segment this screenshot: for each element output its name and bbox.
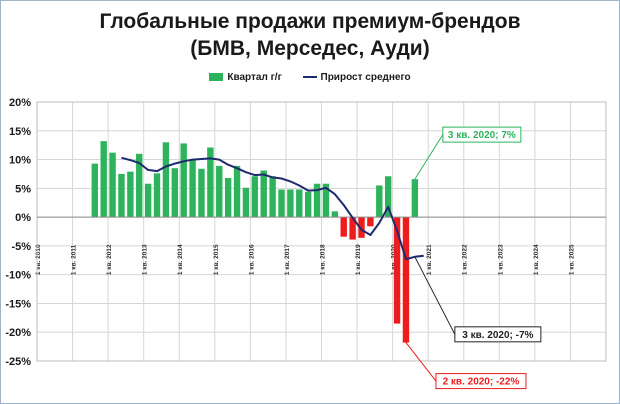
y-tick-label: -20% xyxy=(5,327,31,339)
legend-item-bars: Квартал г/г xyxy=(209,72,282,83)
chart-title: Глобальные продажи премиум-брендов (БМВ,… xyxy=(0,8,620,62)
bar xyxy=(331,211,339,218)
legend-line-swatch xyxy=(302,76,317,79)
x-tick-label: 1 кв. 2010 xyxy=(35,244,42,275)
x-tick-label: 1 кв. 2011 xyxy=(71,244,78,275)
x-tick-label: 1 кв. 2013 xyxy=(142,244,149,275)
x-tick-label: 1 кв. 2018 xyxy=(320,244,327,275)
x-tick-label: 1 кв. 2024 xyxy=(533,244,540,275)
bar xyxy=(393,217,401,324)
bar xyxy=(198,168,205,218)
annotation-box xyxy=(454,326,542,343)
bar xyxy=(260,170,267,218)
x-tick-label: 1 кв. 2025 xyxy=(568,244,575,275)
bar xyxy=(402,217,410,343)
x-tick-label: 1 кв. 2023 xyxy=(497,244,504,275)
bar xyxy=(376,185,383,218)
bar xyxy=(153,173,161,218)
chart-title-line-2: (БМВ, Мерседес, Ауди) xyxy=(190,37,430,60)
bar xyxy=(171,168,179,218)
bar xyxy=(233,165,241,218)
y-tick-label: 5% xyxy=(15,183,31,195)
chart-title-line-1: Глобальные продажи премиум-брендов xyxy=(99,10,521,33)
x-tick-label: 1 кв. 2022 xyxy=(462,244,469,275)
x-tick-label: 1 кв. 2012 xyxy=(106,244,113,275)
bar xyxy=(180,143,187,218)
bar xyxy=(109,152,116,218)
annotation-label: 3 кв. 2020; -7% xyxy=(462,330,533,341)
bar xyxy=(269,176,276,218)
legend-bar-swatch xyxy=(209,73,224,82)
bar xyxy=(384,176,392,218)
annotation-box xyxy=(442,126,522,143)
bar xyxy=(304,191,312,218)
y-tick-label: -5% xyxy=(11,241,31,253)
y-tick-label: 0% xyxy=(15,212,31,224)
bar xyxy=(118,173,125,218)
x-tick-label: 1 кв. 2015 xyxy=(213,244,220,275)
bar xyxy=(144,183,152,218)
chart-legend: Квартал г/г Прирост среднего xyxy=(0,72,620,83)
bar xyxy=(100,141,107,218)
annotation-label: 3 кв. 2020; 7% xyxy=(448,130,516,141)
bar xyxy=(207,147,214,218)
bar xyxy=(296,189,303,218)
annotation-leader-line xyxy=(414,134,444,180)
y-tick-label: -15% xyxy=(5,298,31,310)
x-tick-label: 1 кв. 2017 xyxy=(284,244,291,275)
bar xyxy=(313,183,321,218)
bar xyxy=(367,217,374,227)
bar xyxy=(287,189,294,218)
bar xyxy=(224,177,232,218)
bar xyxy=(322,183,330,218)
legend-item-line: Прирост среднего xyxy=(302,72,411,83)
bar xyxy=(91,163,98,218)
x-tick-label: 1 кв. 2016 xyxy=(248,244,255,275)
annotation-leader-line xyxy=(414,256,456,335)
bar xyxy=(358,217,365,238)
bar xyxy=(411,179,419,218)
bar xyxy=(162,142,170,218)
legend-label-bars: Квартал г/г xyxy=(227,72,282,83)
y-tick-label: -10% xyxy=(5,270,31,282)
legend-label-line: Прирост среднего xyxy=(320,72,411,83)
y-tick-label: 15% xyxy=(9,126,31,138)
y-tick-label: -25% xyxy=(5,356,31,368)
bar xyxy=(349,217,356,240)
bar xyxy=(242,187,250,218)
y-tick-label: 10% xyxy=(9,155,31,167)
x-tick-label: 1 кв. 2014 xyxy=(177,244,184,275)
bar xyxy=(251,176,259,218)
plot-border xyxy=(36,101,607,362)
bar xyxy=(340,217,347,237)
y-tick-label: 20% xyxy=(9,97,31,109)
x-tick-label: 1 кв. 2019 xyxy=(355,244,362,275)
x-tick-label: 1 кв. 2021 xyxy=(426,244,433,275)
bar xyxy=(278,189,285,218)
bar xyxy=(216,165,223,218)
annotation-label: 2 кв. 2020; -22% xyxy=(443,377,520,388)
annotation-box xyxy=(435,373,527,390)
annotation-leader-line xyxy=(405,342,437,382)
bar xyxy=(136,153,143,218)
bar xyxy=(127,171,134,218)
average-growth-line xyxy=(121,156,424,261)
bar xyxy=(189,158,196,218)
